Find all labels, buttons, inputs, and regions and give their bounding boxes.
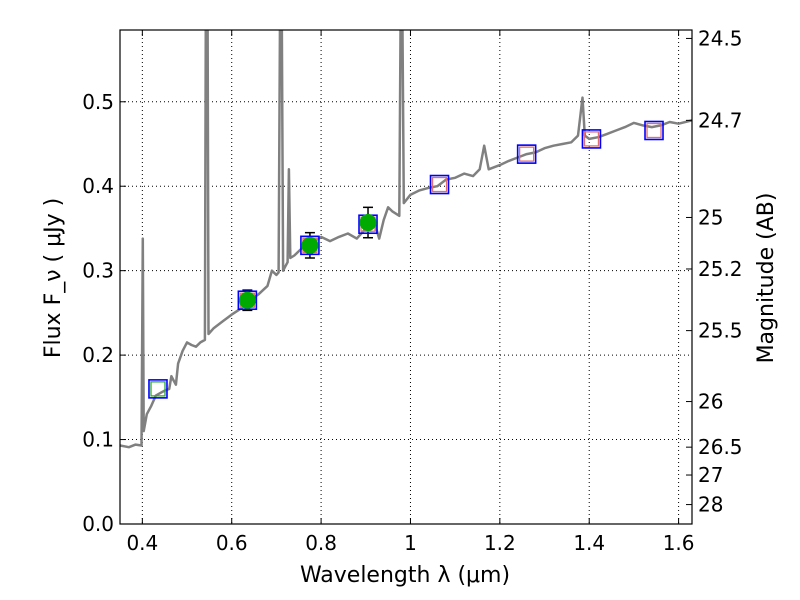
x-tick-label: 0.6 (216, 531, 248, 555)
x-tick-label: 1.4 (573, 531, 605, 555)
model-layer (120, 30, 692, 449)
marks-layer (148, 120, 664, 399)
model-spectrum-line (120, 30, 692, 449)
model-band-marker (150, 381, 166, 397)
y2-axis-label: Magnitude (AB) (754, 193, 779, 364)
band-box-marker (581, 129, 602, 149)
x-tick-label: 1.6 (663, 531, 695, 555)
band-box-marker (644, 120, 664, 141)
y2-tick-label: 24.7 (698, 108, 743, 132)
plot-frame (119, 29, 693, 525)
observed-point (238, 291, 256, 309)
y2-tick-label: 25.2 (698, 257, 743, 281)
y2-tick-label: 26.5 (698, 435, 743, 459)
band-box-marker (516, 144, 537, 164)
observed-point (359, 214, 377, 232)
y-tick-label: 0.4 (82, 174, 114, 198)
y-tick-label: 0.1 (82, 428, 114, 452)
x-tick-label: 0.8 (305, 531, 337, 555)
band-box-marker (148, 379, 168, 399)
y-axis-label: Flux F_ν ( μJy ) (41, 198, 66, 358)
y-tick-label: 0.3 (82, 259, 114, 283)
x-tick-label: 1.2 (484, 531, 516, 555)
band-box-marker (429, 174, 450, 195)
y-tick-label: 0.0 (82, 512, 114, 536)
y2-tick-label: 25 (698, 205, 723, 229)
y-tick-label: 0.5 (82, 90, 114, 114)
y2-tick-label: 24.5 (698, 26, 743, 50)
x-tick-label: 1 (404, 531, 417, 555)
axes-layer: 0.4 0.6 0.8 1 1.2 1.4 1.6 0.0 0.1 0.2 0.3 0.4 0.5 24.… (82, 26, 742, 555)
model-band-marker (646, 122, 662, 139)
y2-tick-label: 25.5 (698, 319, 743, 343)
band-box-marker (300, 235, 320, 256)
x-axis-label: Wavelength λ (μm) (300, 563, 510, 588)
y2-tick-label: 27 (698, 463, 723, 487)
observed-point (301, 236, 319, 254)
model-band-marker (431, 176, 448, 193)
y2-tick-label: 26 (698, 390, 723, 414)
model-band-marker (519, 146, 535, 162)
model-band-marker (583, 131, 600, 147)
x-tick-label: 0.4 (126, 531, 158, 555)
band-box-marker (237, 290, 258, 311)
y2-tick-label: 28 (698, 493, 723, 517)
y-tick-label: 0.2 (82, 343, 114, 367)
